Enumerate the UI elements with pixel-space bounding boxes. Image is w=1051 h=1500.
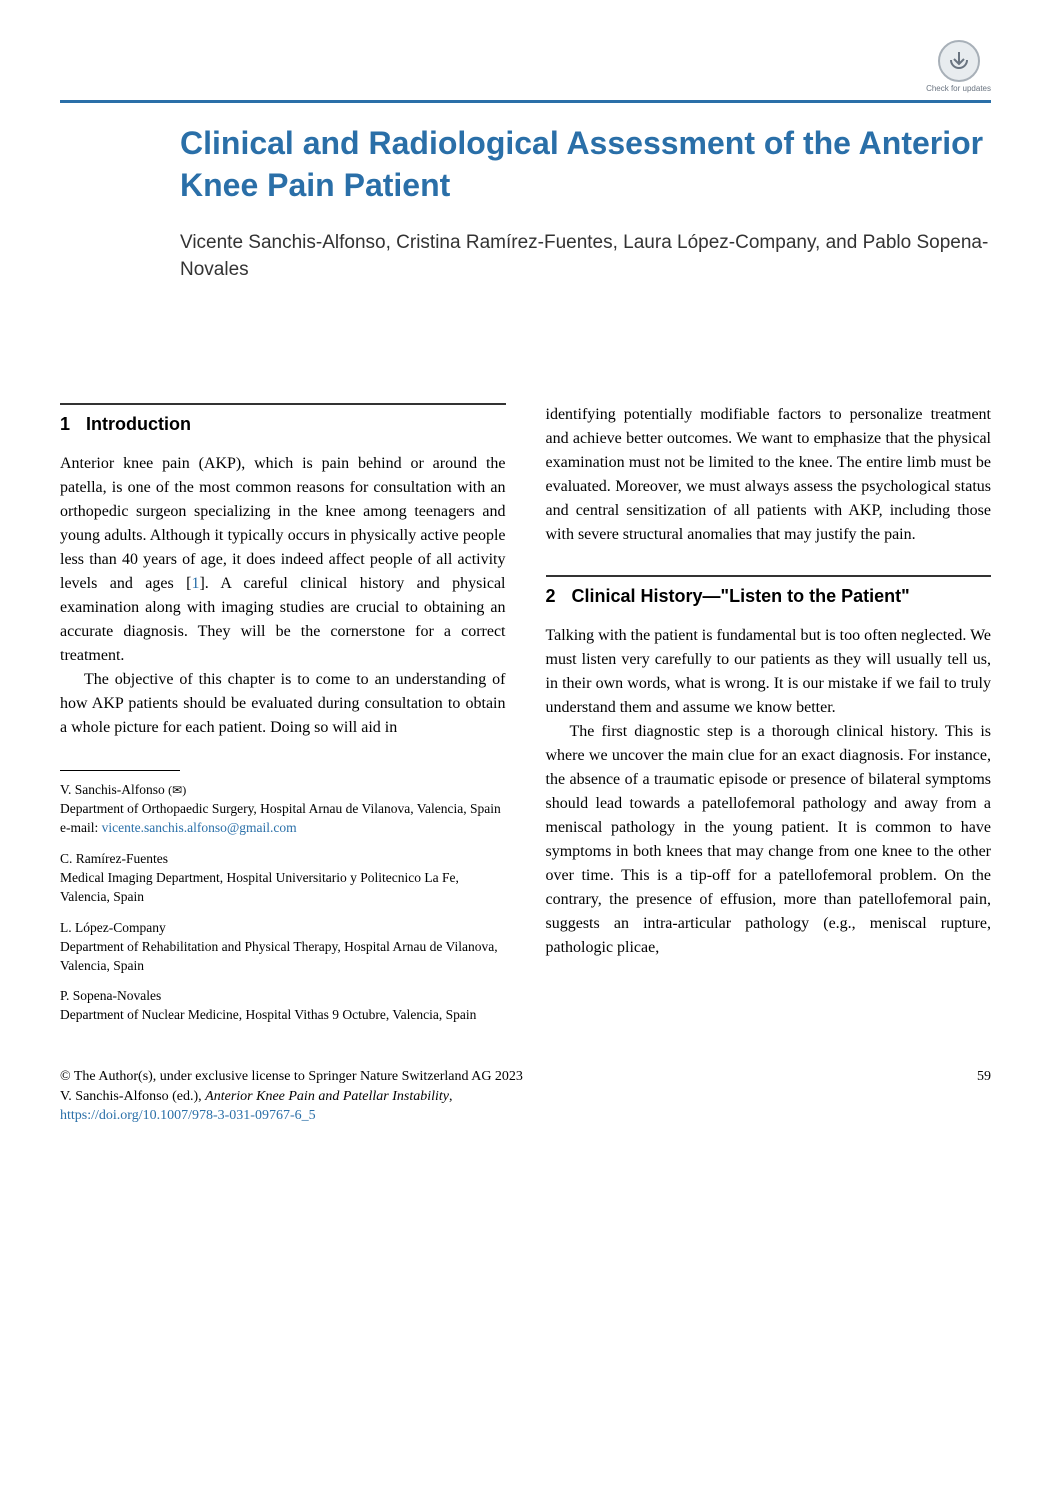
section-2-para-2: The first diagnostic step is a thorough … — [546, 720, 992, 960]
author-dept: Department of Nuclear Medicine, Hospital… — [60, 1006, 506, 1025]
affiliation-4: P. Sopena-Novales Department of Nuclear … — [60, 987, 506, 1025]
email-label: e-mail: — [60, 820, 102, 835]
affiliation-3: L. López-Company Department of Rehabilit… — [60, 919, 506, 976]
check-updates-badge[interactable]: Check for updates — [926, 40, 991, 93]
section-number: 1 — [60, 411, 70, 438]
corresponding-icon: (✉) — [168, 783, 186, 797]
section-1-para-1: Anterior knee pain (AKP), which is pain … — [60, 452, 506, 668]
author-name: V. Sanchis-Alfonso — [60, 782, 165, 797]
section-number: 2 — [546, 583, 556, 610]
section-2-heading: 2 Clinical History—"Listen to the Patien… — [546, 583, 992, 610]
footer-left: © The Author(s), under exclusive license… — [60, 1067, 523, 1126]
section-2-para-1: Talking with the patient is fundamental … — [546, 624, 992, 720]
check-updates-label: Check for updates — [926, 84, 991, 93]
right-column: identifying potentially modifiable facto… — [546, 403, 992, 1037]
author-dept: Department of Orthopaedic Surgery, Hospi… — [60, 800, 506, 819]
section-title: Introduction — [86, 411, 191, 438]
editor-line: V. Sanchis-Alfonso (ed.), — [60, 1089, 205, 1104]
para-text: Anterior knee pain (AKP), which is pain … — [60, 455, 506, 592]
col2-continuation: identifying potentially modifiable facto… — [546, 403, 992, 547]
section-1-para-2: The objective of this chapter is to come… — [60, 668, 506, 740]
copyright-line: © The Author(s), under exclusive license… — [60, 1067, 523, 1087]
left-column: 1 Introduction Anterior knee pain (AKP),… — [60, 403, 506, 1037]
section-rule — [546, 575, 992, 577]
content-columns: 1 Introduction Anterior knee pain (AKP),… — [60, 403, 991, 1037]
affiliation-2: C. Ramírez-Fuentes Medical Imaging Depar… — [60, 850, 506, 907]
check-updates-icon — [938, 40, 980, 82]
page-number: 59 — [977, 1067, 991, 1126]
comma: , — [449, 1089, 453, 1104]
page-footer: © The Author(s), under exclusive license… — [60, 1067, 991, 1126]
section-title: Clinical History—"Listen to the Patient" — [572, 583, 910, 610]
affiliation-1: V. Sanchis-Alfonso (✉) Department of Ort… — [60, 781, 506, 838]
author-name: C. Ramírez-Fuentes — [60, 850, 506, 869]
author-dept: Medical Imaging Department, Hospital Uni… — [60, 869, 506, 907]
email-link[interactable]: vicente.sanchis.alfonso@gmail.com — [102, 820, 297, 835]
header-rule — [60, 100, 991, 103]
section-rule — [60, 403, 506, 405]
section-1-heading: 1 Introduction — [60, 411, 506, 438]
book-title: Anterior Knee Pain and Patellar Instabil… — [205, 1089, 449, 1104]
doi-link[interactable]: https://doi.org/10.1007/978-3-031-09767-… — [60, 1106, 523, 1126]
affiliation-rule — [60, 770, 180, 771]
author-name: P. Sopena-Novales — [60, 987, 506, 1006]
author-name: L. López-Company — [60, 919, 506, 938]
chapter-title: Clinical and Radiological Assessment of … — [180, 123, 991, 206]
author-dept: Department of Rehabilitation and Physica… — [60, 938, 506, 976]
chapter-authors: Vicente Sanchis-Alfonso, Cristina Ramíre… — [180, 230, 991, 283]
